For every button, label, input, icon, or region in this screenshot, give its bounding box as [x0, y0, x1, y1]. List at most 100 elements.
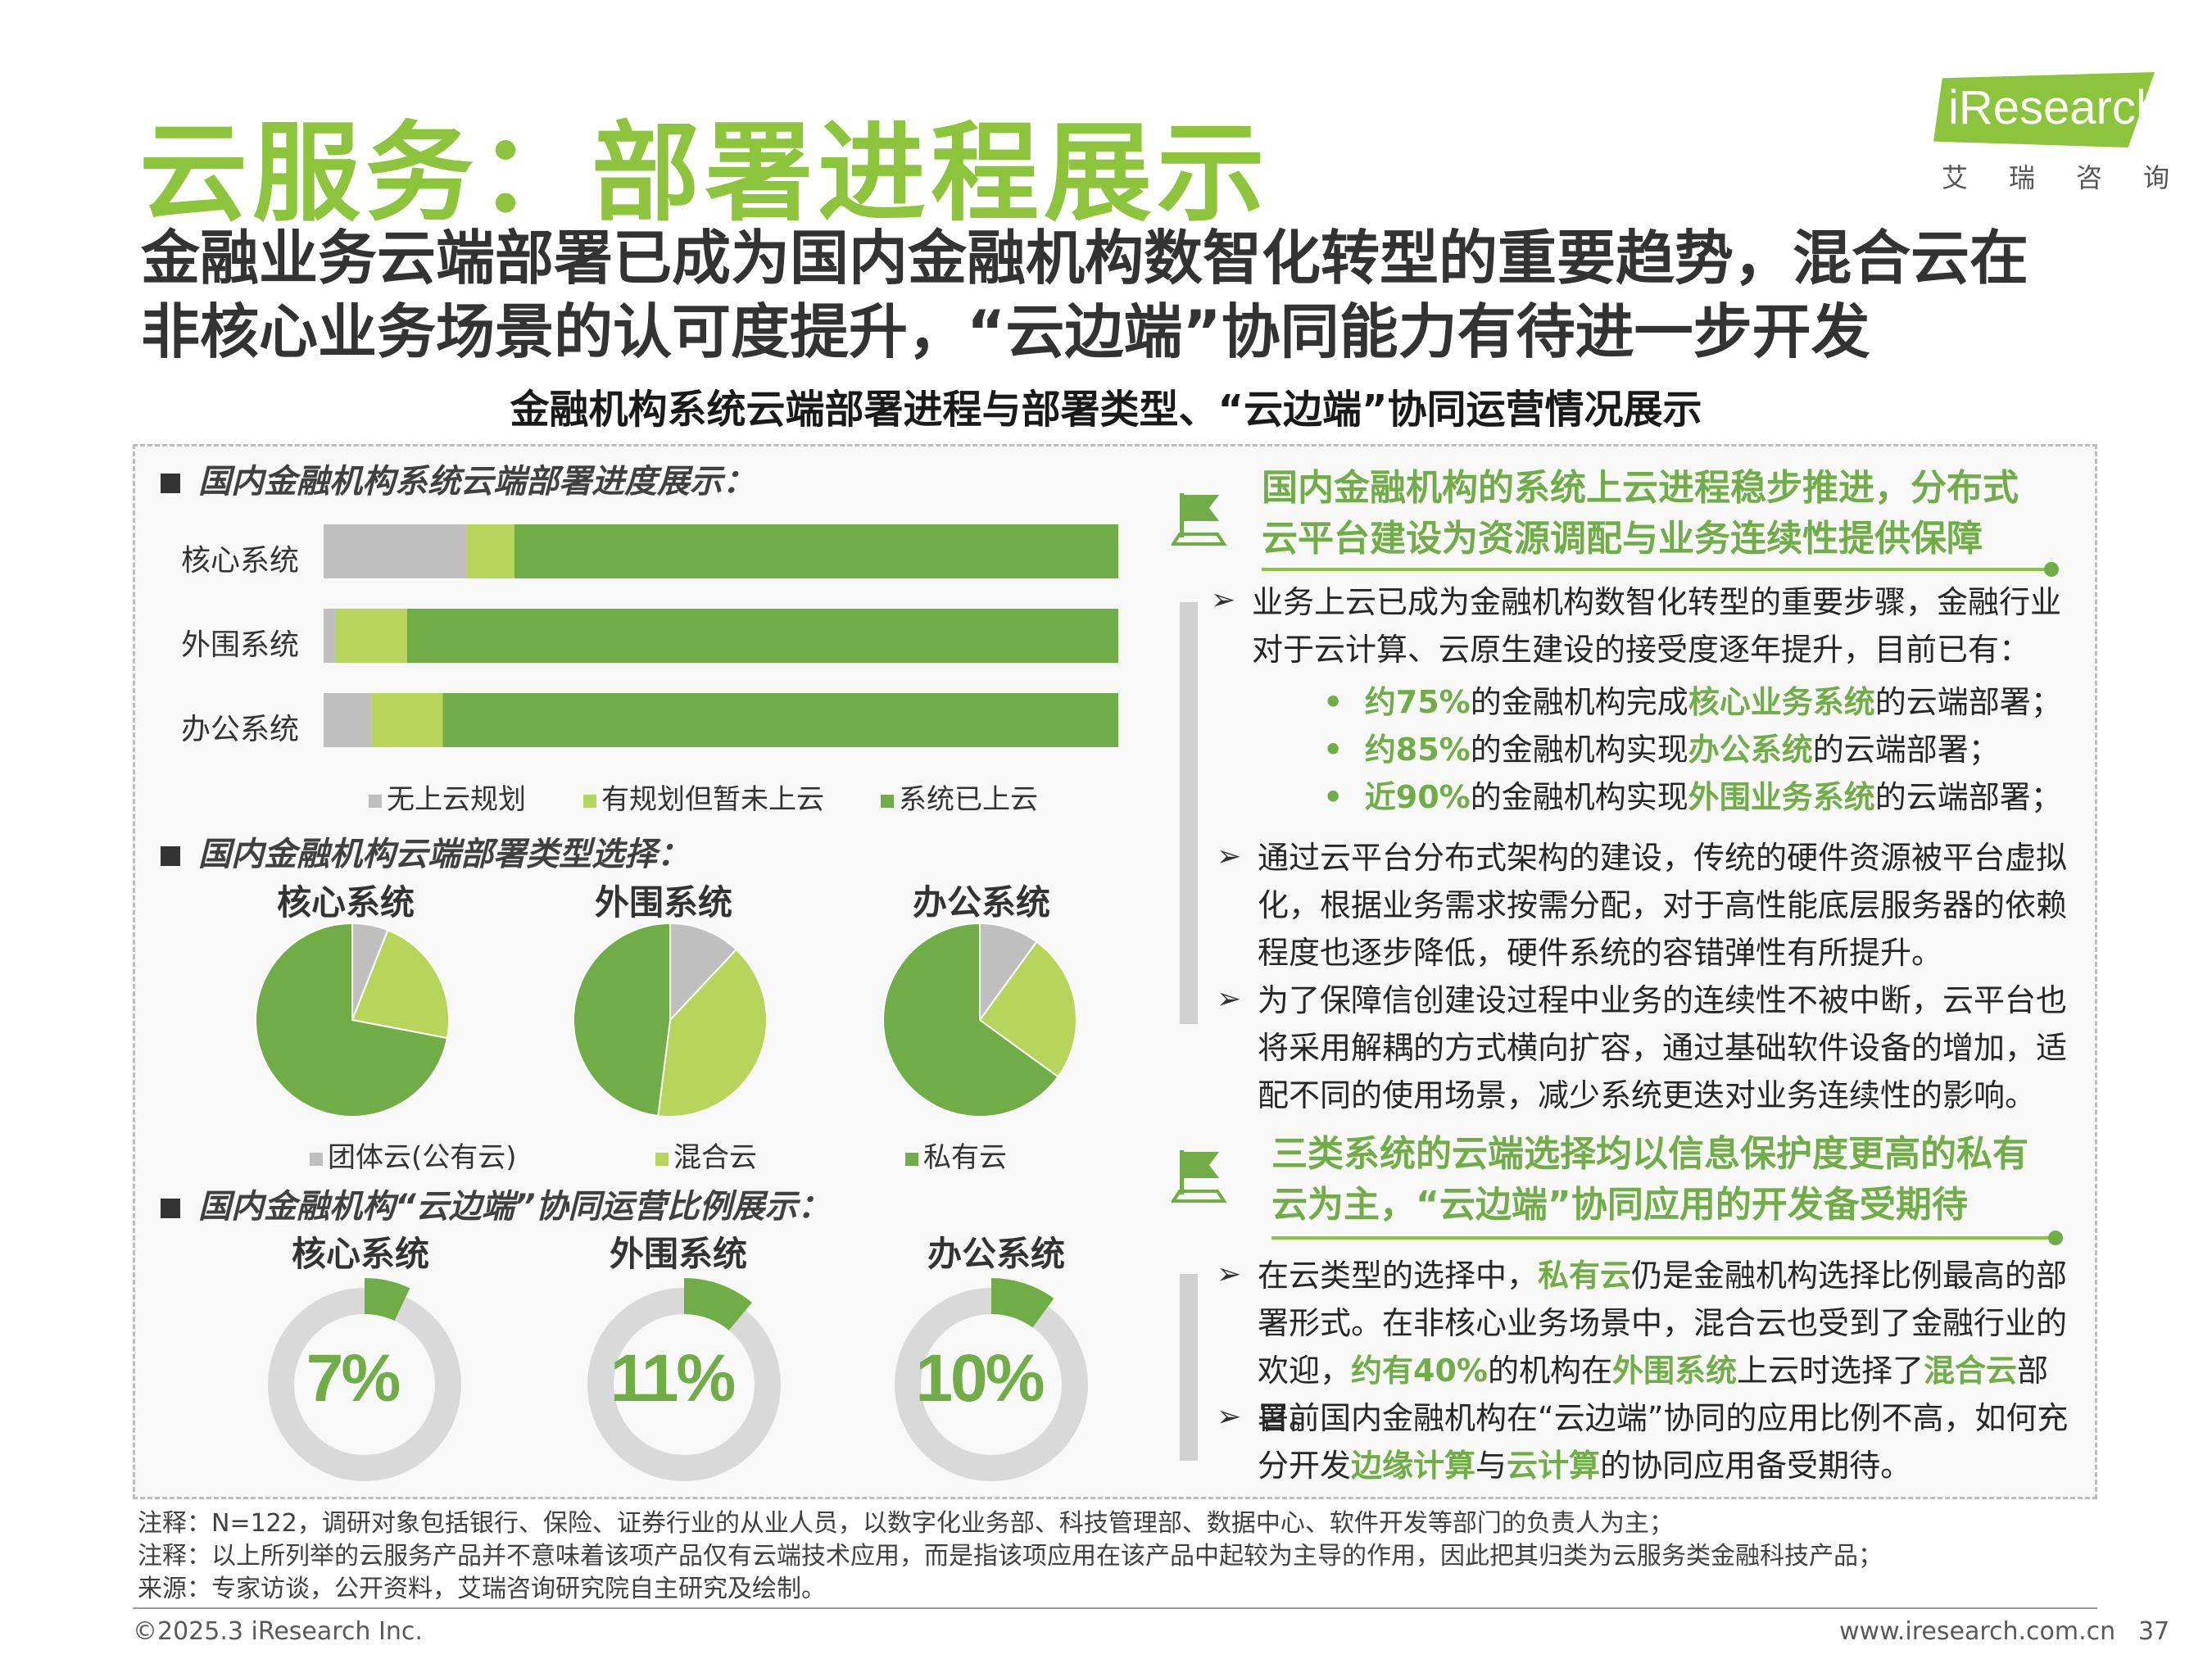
- bullet-square-icon: [161, 846, 180, 866]
- page-subtitle: 金融业务云端部署已成为国内金融机构数智化转型的重要趋势，混合云在非核心业务场景的…: [141, 224, 2029, 366]
- footnote-line: 注释：N=122，调研对象包括银行、保险、证券行业的从业人员，以数字化业务部、科…: [138, 1509, 1674, 1538]
- gauge-title: 外围系统: [609, 1234, 747, 1274]
- bar-segment: [324, 609, 336, 663]
- heading-underline-dot: [2044, 562, 2059, 577]
- bullet-square-icon: [161, 1199, 180, 1218]
- highlight-text: 约75%: [1364, 684, 1471, 720]
- highlight-text: 核心业务系统: [1688, 684, 1875, 720]
- legend-item: 混合云: [655, 1135, 757, 1175]
- footnotes: 注释：N=122，调研对象包括银行、保险、证券行业的从业人员，以数字化业务部、科…: [138, 1507, 1883, 1606]
- body-text: 的云端部署；: [1874, 779, 2062, 815]
- body-text: 目前国内金融机构在“云边端”协同的应用比例不高，如何充分开发: [1258, 1400, 2069, 1484]
- gauge-value: 10%: [915, 1341, 1045, 1416]
- bar-category-label: 办公系统: [180, 713, 299, 746]
- bar-segment: [324, 693, 372, 747]
- gauge-segment: [991, 1278, 1054, 1328]
- insight-heading-2: 三类系统的云端选择均以信息保护度更高的私有 云为主，“云边端”协同应用的开发备受…: [1271, 1129, 2028, 1231]
- pie-slice: [657, 948, 768, 1117]
- pie-slice: [669, 922, 738, 1022]
- bar-segment: [442, 693, 1118, 747]
- insight-paragraph: 为了保障信创建设过程中业务的连续性不被中断，云平台也将采用解耦的方式横向扩容，通…: [1258, 982, 2068, 1113]
- body-text: 与: [1475, 1448, 1507, 1484]
- section-heading-progress: 国内金融机构系统云端部署进度展示：: [161, 455, 755, 502]
- legend-label: 私有云: [923, 1141, 1007, 1174]
- insight-heading-line: 国内金融机构的系统上云进程稳步推进，分布式: [1262, 467, 2019, 509]
- pie-title: 外围系统: [594, 882, 732, 922]
- body-text: 在云类型的选择中，: [1258, 1258, 1539, 1294]
- vertical-accent-bar: [1180, 1274, 1198, 1461]
- legend-swatch: [583, 794, 596, 808]
- heading-underline: [1262, 568, 2048, 571]
- highlight-text: 约有40%: [1351, 1353, 1488, 1389]
- gauge-title: 核心系统: [291, 1234, 429, 1274]
- stacked-bar-chart: [324, 524, 1119, 747]
- legend-swatch: [369, 794, 382, 808]
- pie-slice: [978, 941, 1077, 1078]
- arrow-bullet-icon: ➢: [1217, 1258, 1242, 1291]
- bar-segment: [335, 609, 407, 663]
- legend-swatch: [881, 794, 894, 808]
- gauge-title: 办公系统: [927, 1234, 1065, 1274]
- footer-divider: [133, 1607, 2097, 1609]
- insight-bullet: • 约85%的金融机构实现办公系统的云端部署；: [1323, 732, 2000, 768]
- legend-swatch: [310, 1152, 323, 1166]
- body-text: 的金融机构实现: [1470, 779, 1688, 815]
- bullet-square-icon: [161, 474, 180, 493]
- highlight-text: 外围系统: [1612, 1353, 1738, 1389]
- pie-title: 核心系统: [276, 882, 415, 922]
- insight-paragraph: 业务上云已成为金融机构数智化转型的重要步骤，金融行业对于云计算、云原生建设的接受…: [1252, 584, 2062, 668]
- logo-chinese-text: 艾瑞咨询: [1942, 162, 2211, 193]
- footer-url[interactable]: www.iresearch.com.cn: [1839, 1617, 2116, 1646]
- section-heading-edge: 国内金融机构“云边端”协同运营比例展示：: [161, 1180, 831, 1227]
- insight-bullet: • 近90%的金融机构实现外围业务系统的云端部署；: [1323, 779, 2062, 815]
- bar-segment: [324, 524, 467, 578]
- insight-heading-1: 国内金融机构的系统上云进程稳步推进，分布式 云平台建设为资源调配与业务连续性提供…: [1262, 463, 2019, 564]
- gauge-value: 7%: [306, 1341, 401, 1416]
- insight-paragraph: 通过云平台分布式架构的建设，传统的硬件资源被平台虚拟化，根据业务需求按需分配，对…: [1258, 840, 2068, 971]
- footnote-line: 来源：专家访谈，公开资料，艾瑞咨询研究院自主研究及绘制。: [138, 1575, 826, 1603]
- legend-label: 无上云规划: [387, 783, 526, 816]
- iresearch-logo: iResearch 艾瑞咨询: [1909, 66, 2211, 197]
- body-text: 的金融机构完成: [1470, 684, 1688, 720]
- footnote-line: 注释：以上所列举的云服务产品并不意味着该项产品仅有云端技术应用，而是指该项应用在…: [138, 1542, 1883, 1571]
- body-text: 的金融机构实现: [1470, 732, 1688, 768]
- insight-bullet: • 约75%的金融机构完成核心业务系统的云端部署；: [1323, 684, 2062, 720]
- flag-icon: [1172, 1150, 1227, 1203]
- pie-title: 办公系统: [912, 882, 1050, 922]
- section-heading-text: 国内金融机构“云边端”协同运营比例展示：: [198, 1188, 831, 1226]
- insight-heading-line: 三类系统的云端选择均以信息保护度更高的私有: [1271, 1133, 2028, 1175]
- body-text: 上云时选择了: [1737, 1353, 1924, 1389]
- arrow-bullet-icon: ➢: [1217, 840, 1242, 873]
- highlight-text: 近90%: [1364, 779, 1471, 815]
- legend-label: 混合云: [673, 1141, 757, 1174]
- legend-label: 系统已上云: [899, 783, 1038, 816]
- pie-slice: [882, 922, 1059, 1117]
- bar-segment: [514, 524, 1118, 578]
- flag-icon: [1172, 493, 1227, 546]
- donut-gauges: [268, 1278, 1088, 1481]
- legend-label: 团体云(公有云): [328, 1141, 517, 1174]
- arrow-bullet-icon: ➢: [1211, 583, 1236, 617]
- section-heading-text: 国内金融机构云端部署类型选择：: [198, 836, 690, 873]
- pie-slice: [255, 922, 449, 1117]
- body-text: 的协同应用备受期待。: [1600, 1448, 1912, 1484]
- highlight-text: 外围业务系统: [1688, 779, 1875, 815]
- insight-heading-line: 云为主，“云边端”协同应用的开发备受期待: [1271, 1184, 1968, 1226]
- bar-segment: [466, 524, 514, 578]
- insight-paragraph: 目前国内金融机构在“云边端”协同的应用比例不高，如何充分开发边缘计算与云计算的协…: [1258, 1394, 2069, 1489]
- page-title: 云服务：部署进程展示: [139, 111, 1270, 237]
- footer-copyright: ©2025.3 iResearch Inc.: [133, 1617, 423, 1646]
- bar-segment: [406, 609, 1119, 663]
- legend-item: 系统已上云: [881, 777, 1038, 817]
- body-text: 的云端部署；: [1874, 684, 2062, 720]
- insight-heading-line: 云平台建设为资源调配与业务连续性提供保障: [1262, 518, 1983, 560]
- heading-underline: [1271, 1236, 2054, 1240]
- vertical-accent-bar: [1180, 602, 1198, 1024]
- gauge-value: 11%: [610, 1341, 737, 1416]
- insight-paragraph: 在云类型的选择中，私有云仍是金融机构选择比例最高的部署形式。在非核心业务场景中，…: [1258, 1252, 2069, 1442]
- bar-category-label: 核心系统: [180, 544, 299, 578]
- legend-item: 团体云(公有云): [310, 1135, 517, 1175]
- legend-item: 私有云: [905, 1135, 1007, 1175]
- section-heading-text: 国内金融机构系统云端部署进度展示：: [198, 463, 755, 501]
- heading-underline-dot: [2048, 1231, 2063, 1245]
